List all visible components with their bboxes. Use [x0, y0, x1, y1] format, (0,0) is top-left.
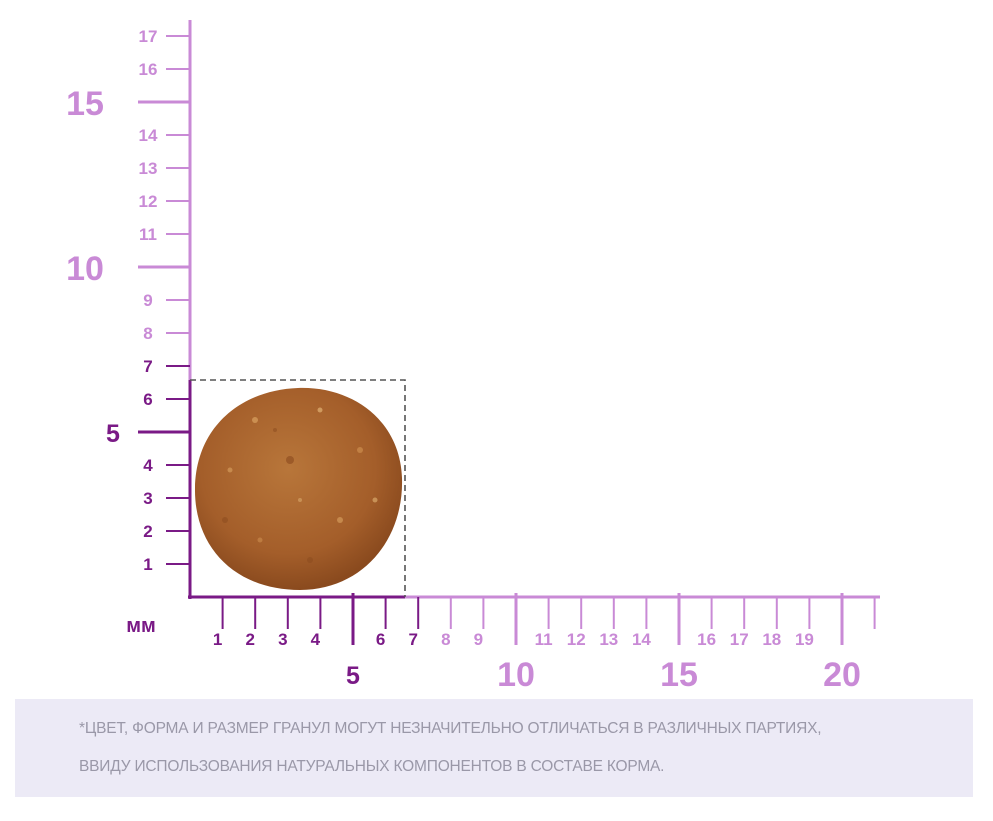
x-minor-label: 17: [730, 630, 749, 649]
y-minor-label: 8: [143, 324, 152, 343]
x-minor-label: 9: [474, 630, 483, 649]
y-minor-label: 9: [143, 291, 152, 310]
x-major-label: 5: [346, 662, 360, 690]
y-minor-label: 17: [139, 27, 158, 46]
x-minor-label: 13: [599, 630, 618, 649]
y-major-label: 10: [66, 250, 104, 288]
unit-label: мм: [126, 615, 156, 637]
disclaimer-note: *ЦВЕТ, ФОРМА И РАЗМЕР ГРАНУЛ МОГУТ НЕЗНА…: [15, 699, 973, 797]
x-major-label: 10: [497, 656, 535, 694]
y-minor-label: 3: [143, 489, 152, 508]
y-minor-label: 7: [143, 357, 152, 376]
y-minor-label: 4: [143, 456, 153, 475]
x-minor-label: 6: [376, 630, 385, 649]
kibble-granule-icon: [194, 387, 403, 590]
x-minor-label: 7: [408, 630, 417, 649]
x-minor-label: 1: [213, 630, 222, 649]
y-major-label: 5: [106, 420, 120, 448]
x-minor-label: 19: [795, 630, 814, 649]
x-minor-label: 16: [697, 630, 716, 649]
y-minor-label: 1: [143, 555, 152, 574]
y-axis-ticks: [138, 35, 190, 565]
y-minor-label: 16: [139, 60, 158, 79]
x-minor-label: 11: [535, 630, 553, 649]
y-minor-label: 12: [139, 192, 158, 211]
disclaimer-line-2: ВВИДУ ИСПОЛЬЗОВАНИЯ НАТУРАЛЬНЫХ КОМПОНЕН…: [79, 758, 665, 775]
y-minor-label: 13: [139, 159, 158, 178]
x-minor-label: 12: [567, 630, 586, 649]
granule-size-box: [190, 379, 406, 597]
x-major-label: 20: [823, 656, 861, 694]
y-minor-label: 6: [143, 390, 152, 409]
y-minor-label: 2: [143, 522, 152, 541]
x-minor-label: 14: [632, 630, 651, 649]
y-minor-label: 14: [139, 126, 158, 145]
x-major-label: 15: [660, 656, 698, 694]
disclaimer-line-1: *ЦВЕТ, ФОРМА И РАЗМЕР ГРАНУЛ МОГУТ НЕЗНА…: [79, 720, 822, 737]
x-minor-label: 18: [762, 630, 781, 649]
y-minor-label: 11: [139, 225, 157, 244]
x-minor-label: 2: [245, 630, 254, 649]
y-major-label: 15: [66, 85, 104, 123]
measurement-ruler: мм 1 2 3 4 6 7 8 9 11 12 13 14 16 17 18 195 10 15 20 12346…: [66, 20, 880, 694]
x-minor-label: 3: [278, 630, 287, 649]
x-axis-ticks: [221, 593, 876, 645]
x-minor-label: 8: [441, 630, 450, 649]
x-minor-label: 4: [311, 630, 321, 649]
